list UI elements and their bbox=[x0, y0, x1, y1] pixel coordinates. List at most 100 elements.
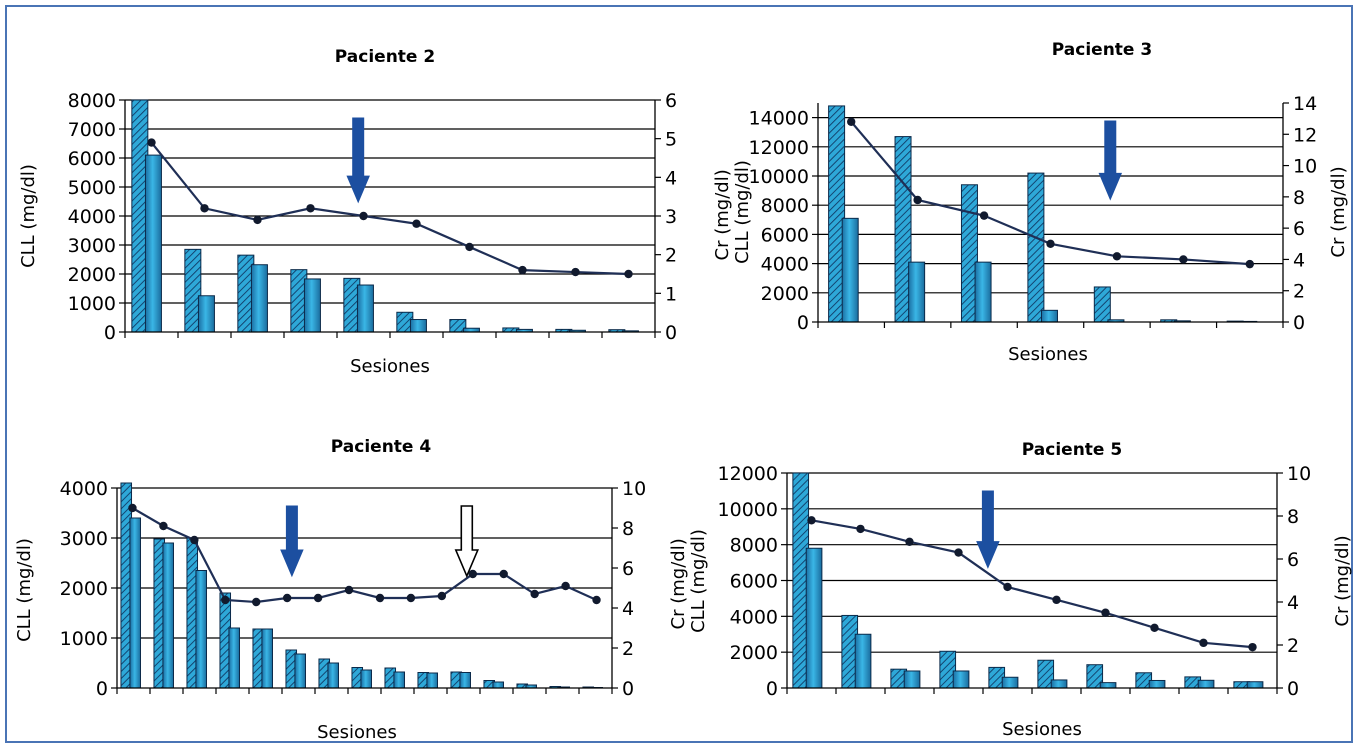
axes: 0 1000 2000 3000 4000 0 2 4 6 8 10 bbox=[60, 478, 647, 700]
y2-tick-label: 0 bbox=[1293, 312, 1305, 334]
bar-solid bbox=[303, 278, 321, 333]
cr-point bbox=[253, 215, 262, 225]
y-tick-label: 7000 bbox=[68, 119, 116, 141]
y2-tick-label: 10 bbox=[622, 478, 646, 500]
y-tick-label: 8000 bbox=[68, 90, 116, 112]
cr-point bbox=[313, 593, 323, 603]
gridlines bbox=[787, 472, 1277, 653]
chart-paciente-2: Paciente 2 CLL (mg/dl) Sesiones 01000200… bbox=[18, 47, 677, 377]
bar-solid bbox=[1001, 676, 1019, 689]
y2-tick-label: 6 bbox=[1293, 218, 1305, 240]
cr-point bbox=[359, 211, 368, 221]
chart-paciente-4: Paciente 4 CLL (mg/dl) Sesiones 01000200… bbox=[14, 437, 646, 743]
bar-hatched bbox=[1027, 172, 1045, 323]
y-tick-label: 5000 bbox=[68, 177, 116, 199]
y-tick-label: 4000 bbox=[761, 254, 809, 276]
chart-title: Paciente 2 bbox=[335, 47, 435, 67]
y-tick-label: 10000 bbox=[718, 499, 778, 521]
y-tick-label: 0 bbox=[797, 312, 809, 334]
bars bbox=[792, 472, 1264, 689]
cr-point bbox=[1101, 608, 1110, 617]
bar-solid bbox=[228, 627, 240, 689]
y-tick-label: 0 bbox=[96, 678, 108, 700]
y-axis-label-line-1: Cr (mg/dl) bbox=[668, 538, 689, 629]
bar-solid bbox=[197, 295, 215, 333]
y-axis-label-line-1: Cr (mg/dl) bbox=[712, 169, 733, 260]
axes: 0 2000 4000 6000 8000 10000 12000 0 2 4 6 8 10 bbox=[718, 463, 1312, 700]
cr-point bbox=[518, 265, 527, 275]
bars bbox=[120, 482, 603, 689]
bar-hatched bbox=[1093, 286, 1111, 323]
bar-solid bbox=[841, 217, 859, 323]
y2-tick-label: 4 bbox=[665, 167, 677, 189]
y-tick-label: 4000 bbox=[68, 206, 116, 228]
cr-point bbox=[190, 535, 199, 545]
y2-tick-label: 0 bbox=[1287, 678, 1299, 700]
bar-solid bbox=[250, 264, 268, 333]
cr-point bbox=[561, 581, 570, 591]
x-axis-label: Sesiones bbox=[1008, 344, 1088, 365]
y-axis-label: Cr (mg/dl) CLL (mg/dl) bbox=[712, 160, 753, 264]
cr-point bbox=[1003, 582, 1012, 592]
y2-tick-label: 2 bbox=[1287, 635, 1299, 657]
bar-solid bbox=[1099, 682, 1117, 689]
annotations bbox=[1098, 120, 1123, 201]
cr-point bbox=[1199, 638, 1208, 648]
y-tick-label: 4000 bbox=[730, 606, 778, 628]
y-tick-label: 6000 bbox=[68, 148, 116, 170]
cr-point bbox=[221, 595, 230, 605]
bar-solid bbox=[1148, 679, 1166, 689]
y-tick-label: 14000 bbox=[749, 108, 809, 130]
y2-tick-label: 6 bbox=[665, 90, 677, 112]
cr-point bbox=[913, 195, 922, 205]
chart-paciente-3: Paciente 3 Cr (mg/dl) CLL (mg/dl) Cr (mg… bbox=[712, 40, 1349, 365]
cr-point bbox=[856, 524, 865, 534]
y2-tick-label: 0 bbox=[665, 322, 677, 344]
bar-solid bbox=[360, 669, 372, 689]
y-tick-label: 2000 bbox=[730, 642, 778, 664]
bar-solid bbox=[409, 319, 427, 333]
y2-tick-label: 10 bbox=[1293, 156, 1317, 178]
bar-solid bbox=[195, 570, 207, 689]
y-tick-label: 3000 bbox=[68, 235, 116, 257]
chart-paciente-5: Paciente 5 Cr (mg/dl) CLL (mg/dl) Cr (mg… bbox=[668, 440, 1353, 740]
chart-title: Paciente 4 bbox=[331, 437, 432, 457]
cr-point bbox=[1245, 259, 1254, 269]
cr-line-path bbox=[150, 141, 629, 276]
cr-point bbox=[252, 597, 261, 607]
bar-solid bbox=[1246, 681, 1264, 689]
y-axis-label: Cr (mg/dl) CLL (mg/dl) bbox=[668, 529, 709, 633]
cr-point bbox=[1150, 623, 1159, 632]
bar-solid bbox=[393, 671, 405, 689]
chart-title: Paciente 5 bbox=[1022, 440, 1122, 460]
x-axis-label: Sesiones bbox=[350, 356, 430, 377]
y-tick-label: 3000 bbox=[60, 528, 108, 550]
bar-solid bbox=[459, 672, 471, 689]
cr-point bbox=[847, 117, 856, 126]
cr-point bbox=[1046, 239, 1055, 248]
x-axis-label: Sesiones bbox=[317, 722, 397, 743]
y2-tick-label: 6 bbox=[1287, 549, 1299, 571]
y-axis-label: CLL (mg/dl) bbox=[18, 164, 39, 268]
bar-solid bbox=[162, 542, 174, 689]
y-tick-label: 2000 bbox=[68, 264, 116, 286]
cr-point bbox=[375, 593, 385, 603]
cr-line-path bbox=[131, 507, 597, 604]
annotations bbox=[280, 505, 480, 579]
y2-axis-label: Cr (mg/dl) bbox=[1332, 535, 1353, 626]
y2-tick-label: 10 bbox=[1287, 463, 1311, 485]
bar-solid bbox=[854, 633, 872, 689]
y2-tick-label: 2 bbox=[622, 638, 634, 660]
y2-tick-label: 0 bbox=[622, 678, 634, 700]
y2-tick-label: 8 bbox=[1293, 187, 1305, 209]
y-tick-label: 4000 bbox=[60, 478, 108, 500]
y-tick-label: 2000 bbox=[60, 578, 108, 600]
bar-solid bbox=[1197, 679, 1215, 689]
cr-line bbox=[128, 503, 601, 607]
y-tick-label: 8000 bbox=[730, 535, 778, 557]
y2-tick-label: 2 bbox=[1293, 281, 1305, 303]
annotations bbox=[976, 490, 1000, 569]
bar-solid bbox=[129, 517, 141, 689]
y2-tick-label: 3 bbox=[665, 206, 677, 228]
bar-solid bbox=[426, 672, 438, 689]
